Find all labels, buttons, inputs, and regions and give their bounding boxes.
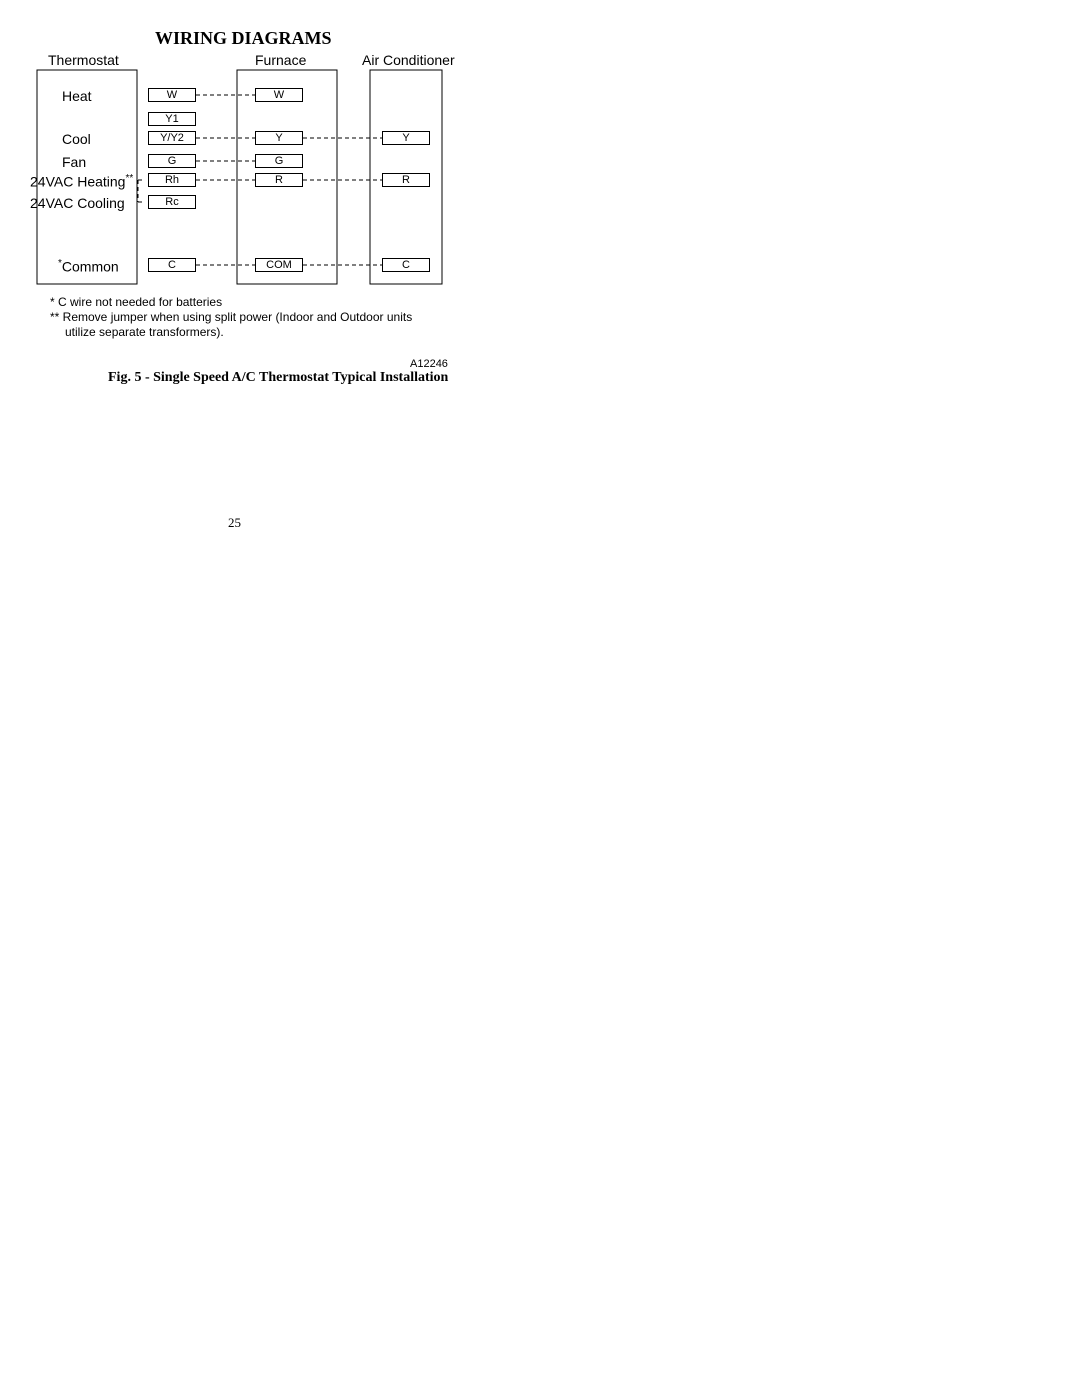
row-label-cool: Cool	[62, 131, 91, 147]
row-label-common: *Common	[58, 258, 119, 275]
terminal-thermostat-W: W	[148, 88, 196, 102]
terminal-thermostat-Rc: Rc	[148, 195, 196, 209]
footnote-1: ** Remove jumper when using split power …	[50, 310, 412, 324]
footnote-2: utilize separate transformers).	[65, 325, 224, 339]
page-number: 25	[228, 515, 241, 531]
terminal-furnace-Y: Y	[255, 131, 303, 145]
terminal-furnace-R: R	[255, 173, 303, 187]
terminal-furnace-G: G	[255, 154, 303, 168]
terminal-furnace-W: W	[255, 88, 303, 102]
figure-caption: Fig. 5 - Single Speed A/C Thermostat Typ…	[108, 370, 448, 386]
drawing-code: A12246	[410, 358, 448, 370]
row-label-cooling24v: 24VAC Cooling	[30, 195, 125, 211]
terminal-thermostat-C: C	[148, 258, 196, 272]
terminal-thermostat-G: G	[148, 154, 196, 168]
terminal-airconditioner-R: R	[382, 173, 430, 187]
terminal-thermostat-Rh: Rh	[148, 173, 196, 187]
column-header-furnace: Furnace	[255, 52, 306, 68]
row-label-heating24v: 24VAC Heating**	[30, 173, 133, 190]
wiring-svg	[0, 0, 1080, 1397]
terminal-thermostat-Y1: Y1	[148, 112, 196, 126]
row-label-fan: Fan	[62, 154, 86, 170]
column-header-airconditioner: Air Conditioner	[362, 52, 455, 68]
terminal-thermostat-YY2: Y/Y2	[148, 131, 196, 145]
column-header-thermostat: Thermostat	[48, 52, 119, 68]
page-title: WIRING DIAGRAMS	[155, 28, 332, 49]
terminal-furnace-COM: COM	[255, 258, 303, 272]
footnote-0: * C wire not needed for batteries	[50, 295, 222, 309]
terminal-airconditioner-Y: Y	[382, 131, 430, 145]
row-label-heat: Heat	[62, 88, 92, 104]
terminal-airconditioner-C: C	[382, 258, 430, 272]
